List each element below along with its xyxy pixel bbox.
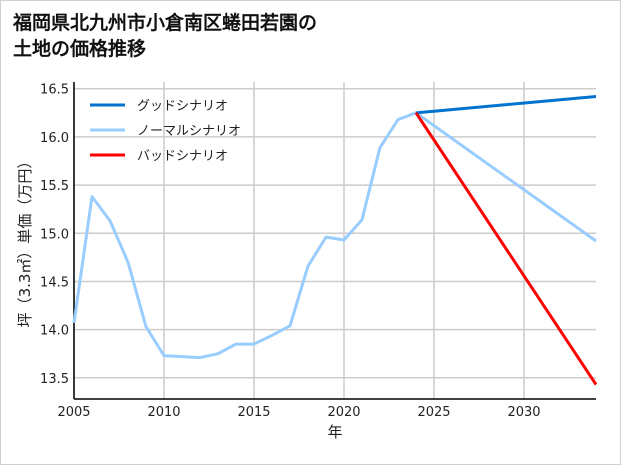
y-tick-label: 15.0: [40, 227, 69, 242]
x-tick-label: 2005: [57, 405, 90, 420]
y-tick-label: 15.5: [40, 179, 69, 194]
legend-label: バッドシナリオ: [137, 149, 228, 164]
title-line-2: 土地の価格推移: [13, 38, 147, 60]
legend-label: グッドシナリオ: [137, 99, 228, 114]
series-line: [414, 112, 598, 386]
y-axis-label: 坪（3.3㎡）単価（万円）: [16, 154, 34, 328]
series-line: [415, 94, 597, 115]
y-tick-label: 14.0: [40, 324, 69, 339]
x-tick-label: 2030: [507, 405, 540, 420]
y-tick-label: 13.5: [40, 372, 69, 387]
series-line: [72, 111, 597, 360]
y-tick-label: 16.0: [40, 131, 69, 146]
x-axis-label: 年: [327, 423, 342, 441]
chart-title: 福岡県北九州市小倉南区蜷田若園の 土地の価格推移: [13, 10, 317, 62]
x-tick-label: 2015: [237, 405, 270, 420]
legend-label: ノーマルシナリオ: [137, 124, 241, 139]
x-tick-label: 2020: [327, 405, 360, 420]
y-tick-label: 14.5: [40, 275, 69, 290]
y-tick-label: 16.5: [40, 83, 69, 98]
x-tick-label: 2010: [147, 405, 180, 420]
x-tick-label: 2025: [417, 405, 450, 420]
title-line-1: 福岡県北九州市小倉南区蜷田若園の: [13, 12, 318, 34]
